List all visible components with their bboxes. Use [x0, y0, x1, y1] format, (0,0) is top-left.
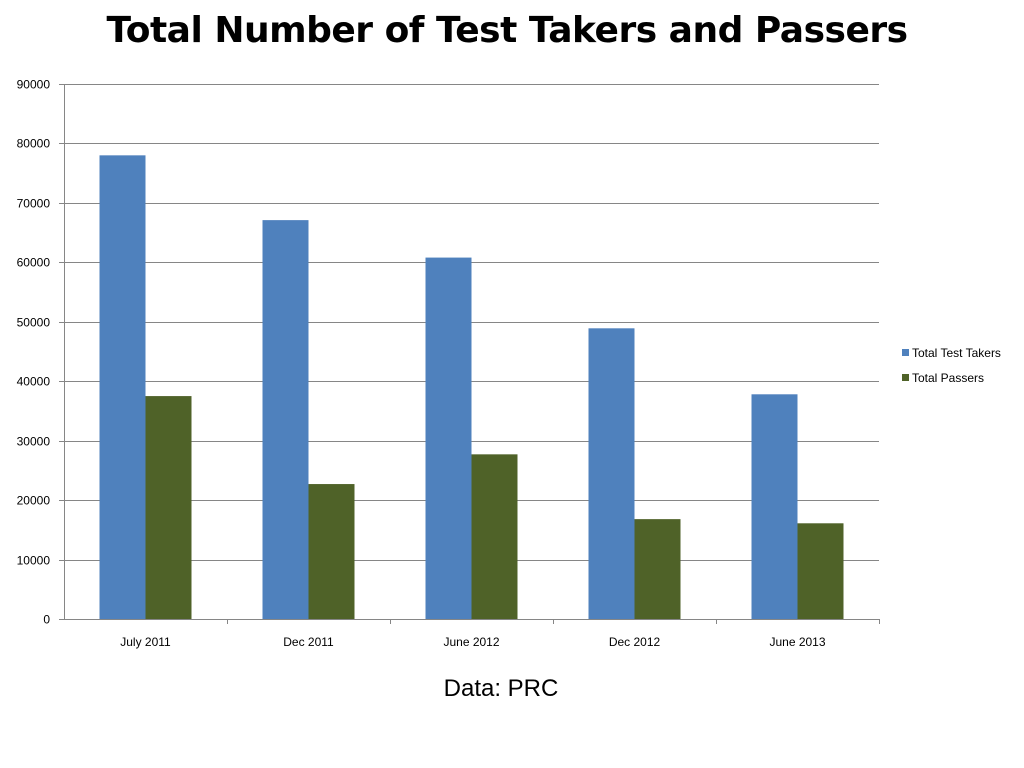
bar: [145, 396, 192, 619]
data-source-caption: Data: PRC: [443, 675, 559, 702]
chart-title: Total Number of Test Takers and Passers: [106, 10, 908, 51]
legend-swatch: [902, 349, 909, 356]
x-tick-label: Dec 2012: [609, 635, 661, 649]
bar: [797, 523, 844, 619]
y-tick-label: 40000: [17, 375, 51, 389]
y-tick-label: 30000: [17, 435, 51, 449]
y-tick-label: 0: [43, 613, 50, 627]
x-axis-ticks: July 2011 Dec 2011 June 2012 Dec 2012 June 2…: [120, 619, 880, 649]
x-tick-label: July 2011: [120, 635, 171, 649]
bar: [425, 257, 472, 619]
bar: [99, 155, 146, 620]
y-tick-label: 70000: [17, 197, 51, 211]
legend-label: Total Test Takers: [912, 346, 1001, 360]
bars: [99, 155, 844, 620]
y-tick-label: 50000: [17, 316, 51, 330]
y-tick-label: 10000: [17, 554, 51, 568]
bar: [751, 394, 798, 619]
x-tick-label: June 2012: [443, 635, 499, 649]
bar: [308, 484, 355, 619]
x-tick-label: June 2013: [769, 635, 825, 649]
legend: Total Test Takers Total Passers: [902, 346, 1001, 385]
y-tick-label: 90000: [17, 78, 51, 92]
x-tick-label: Dec 2011: [283, 635, 334, 649]
y-tick-label: 60000: [17, 256, 51, 270]
y-tick-label: 80000: [17, 137, 51, 151]
y-tick-label: 20000: [17, 494, 51, 508]
bar: [262, 220, 309, 619]
y-axis-ticks: 0 10000 20000 30000 40000 50000 60000 70000 8000…: [17, 78, 64, 627]
bar: [588, 328, 635, 619]
bar: [471, 454, 518, 619]
x-axis: [64, 84, 879, 620]
bar: [634, 519, 681, 619]
legend-label: Total Passers: [912, 371, 984, 385]
legend-swatch: [902, 374, 909, 381]
